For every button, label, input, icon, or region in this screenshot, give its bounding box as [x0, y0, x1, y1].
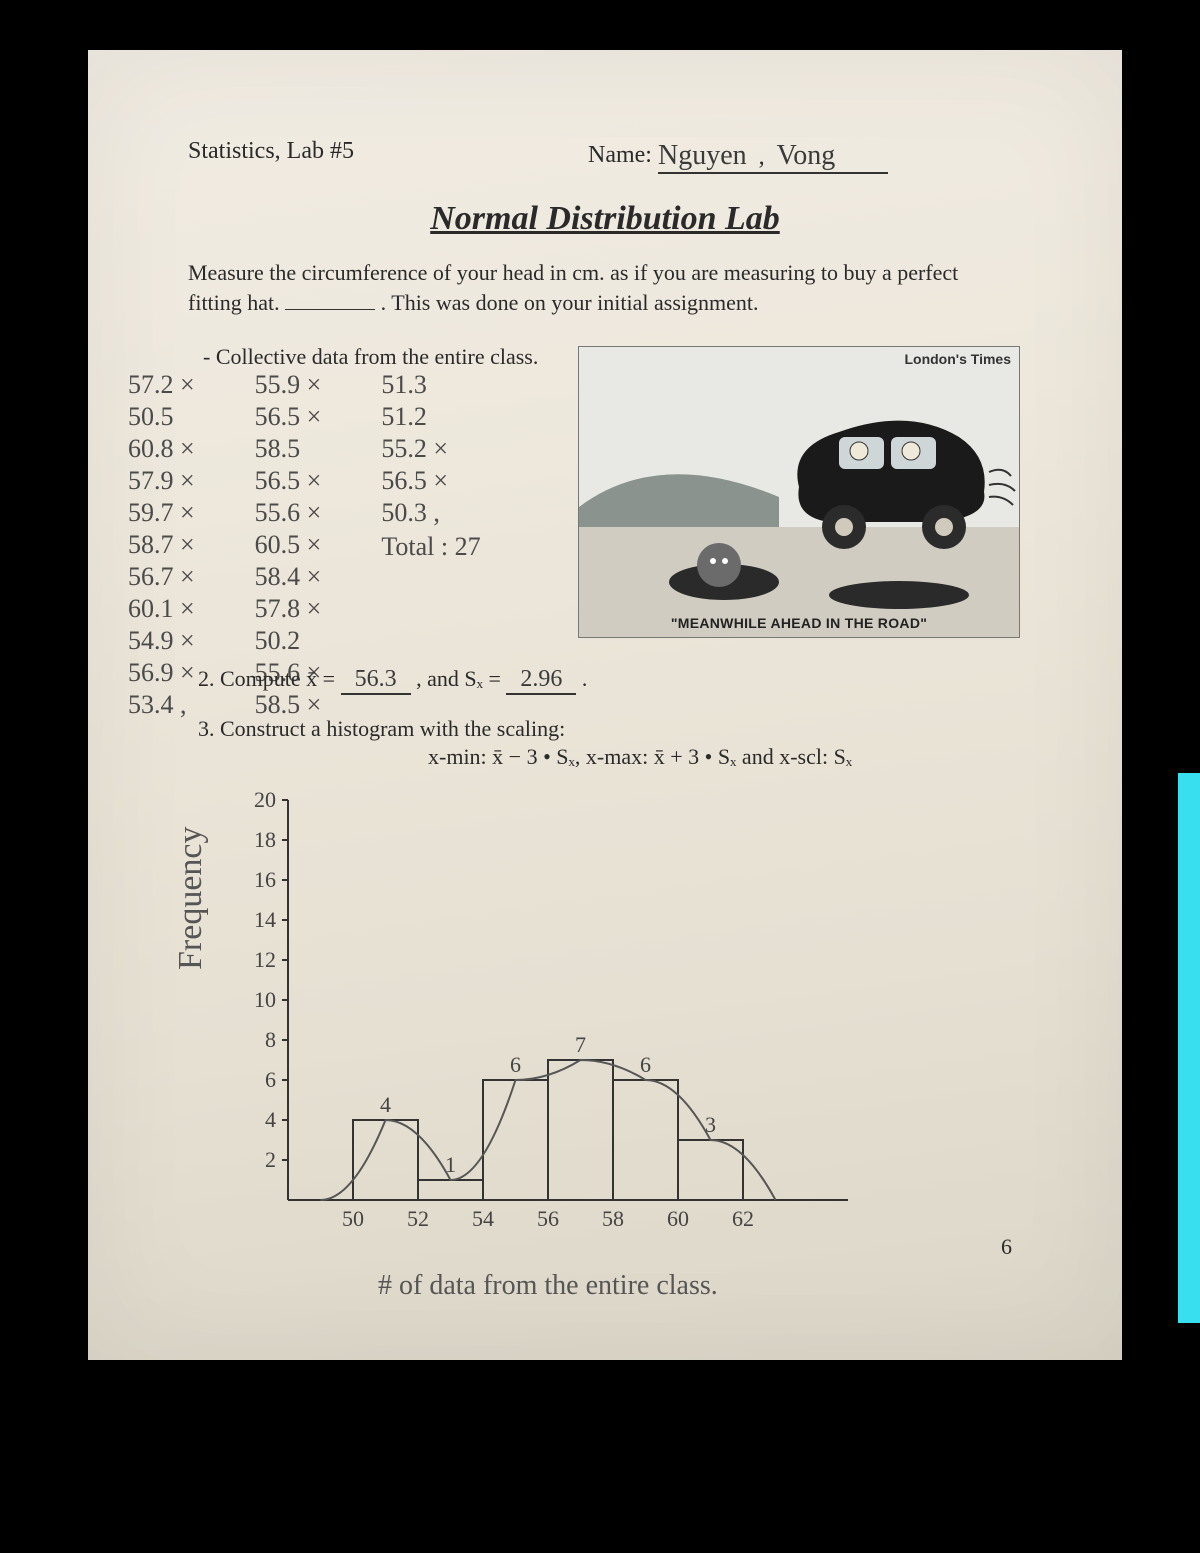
name-label: Name: [588, 142, 652, 168]
data-value: 57.9 × [128, 466, 195, 496]
cartoon-svg [579, 347, 1019, 637]
svg-text:60: 60 [667, 1206, 689, 1231]
question-3: 3. Construct a histogram with the scalin… [198, 716, 565, 742]
svg-text:58: 58 [602, 1206, 624, 1231]
svg-text:6: 6 [510, 1052, 521, 1077]
histogram-svg: 246810121416182050525456586062416763 [168, 790, 888, 1260]
svg-text:10: 10 [254, 987, 276, 1012]
page-title: Normal Distribution Lab [88, 200, 1122, 238]
svg-text:50: 50 [342, 1206, 364, 1231]
svg-text:4: 4 [380, 1092, 391, 1117]
data-value: 60.5 × [255, 530, 322, 560]
name-last: Vong [777, 140, 836, 171]
cartoon-brand: London's Times [904, 351, 1011, 367]
q2-suffix: . [582, 666, 588, 691]
histogram-chart: Frequency 2 4 6 8 10 12 14 16 18 20 50 52 54 56 58 60 62… [168, 790, 888, 1300]
data-value: 60.1 × [128, 594, 195, 624]
data-value: 57.2 × [128, 370, 195, 400]
svg-text:16: 16 [254, 867, 276, 892]
intro-blank [285, 309, 375, 310]
course-label: Statistics, Lab #5 [188, 138, 354, 164]
data-col-1: 57.2 ×50.560.8 ×57.9 ×59.7 ×58.7 ×56.7 ×… [128, 370, 195, 720]
data-value: 58.5 [255, 434, 322, 464]
data-value: 50.2 [255, 626, 322, 656]
scan-edge [1178, 773, 1200, 1323]
cartoon-panel: London's Times [578, 346, 1020, 638]
data-value: Total : 27 [381, 532, 480, 562]
q2-mid: , and Sₓ = [416, 666, 506, 691]
data-value: 51.2 [381, 402, 480, 432]
cartoon-caption: "MEANWHILE AHEAD IN THE ROAD" [579, 615, 1019, 631]
data-value: 54.9 × [128, 626, 195, 656]
histogram-ylabel: Frequency [172, 826, 210, 970]
page-header: Statistics, Lab #5 Name: Nguyen , Vong [188, 138, 1022, 165]
data-value: 55.2 × [381, 434, 480, 464]
q2-mean: 56.3 [341, 666, 411, 695]
data-value: 53.4 , [128, 690, 195, 720]
svg-text:8: 8 [265, 1027, 276, 1052]
svg-text:4: 4 [265, 1107, 276, 1132]
svg-text:20: 20 [254, 790, 276, 812]
svg-text:6: 6 [265, 1067, 276, 1092]
svg-text:6: 6 [640, 1052, 651, 1077]
data-value: 51.3 [381, 370, 480, 400]
data-value: 56.5 × [381, 466, 480, 496]
svg-text:56: 56 [537, 1206, 559, 1231]
svg-text:2: 2 [265, 1147, 276, 1172]
intro-text: Measure the circumference of your head i… [188, 258, 1022, 317]
collective-label: - Collective data from the entire class. [203, 344, 538, 370]
svg-text:7: 7 [575, 1032, 586, 1057]
intro-line2a: fitting hat. [188, 290, 285, 315]
svg-text:54: 54 [472, 1206, 494, 1231]
data-value: 50.3 , [381, 498, 480, 528]
q2-sx: 2.96 [506, 666, 576, 695]
svg-text:14: 14 [254, 907, 276, 932]
data-value: 56.5 × [255, 466, 322, 496]
question-3-scaling: x-min: x̄ − 3 • Sₓ, x-max: x̄ + 3 • Sₓ a… [428, 744, 852, 770]
q2-prefix: 2. Compute x̄ = [198, 666, 341, 691]
data-value: 59.7 × [128, 498, 195, 528]
data-value: 55.9 × [255, 370, 322, 400]
worksheet-page: Statistics, Lab #5 Name: Nguyen , Vong N… [88, 50, 1122, 1360]
data-value: 50.5 [128, 402, 195, 432]
page-number: 6 [1001, 1234, 1012, 1260]
svg-text:12: 12 [254, 947, 276, 972]
data-value: 56.9 × [128, 658, 195, 688]
svg-text:62: 62 [732, 1206, 754, 1231]
data-value: 56.7 × [128, 562, 195, 592]
data-value: 58.7 × [128, 530, 195, 560]
data-value: 57.8 × [255, 594, 322, 624]
data-value: 58.4 × [255, 562, 322, 592]
svg-text:52: 52 [407, 1206, 429, 1231]
name-field: Name: Nguyen , Vong [588, 138, 888, 172]
name-first: Nguyen [658, 140, 747, 171]
svg-text:18: 18 [254, 827, 276, 852]
intro-line1: Measure the circumference of your head i… [188, 260, 958, 285]
histogram-xlabel: # of data from the entire class. [378, 1270, 718, 1302]
data-value: 56.5 × [255, 402, 322, 432]
intro-line2b: . This was done on your initial assignme… [381, 290, 759, 315]
data-value: 55.6 × [255, 498, 322, 528]
question-2: 2. Compute x̄ = 56.3 , and Sₓ = 2.96 . [198, 666, 587, 695]
data-value: 60.8 × [128, 434, 195, 464]
